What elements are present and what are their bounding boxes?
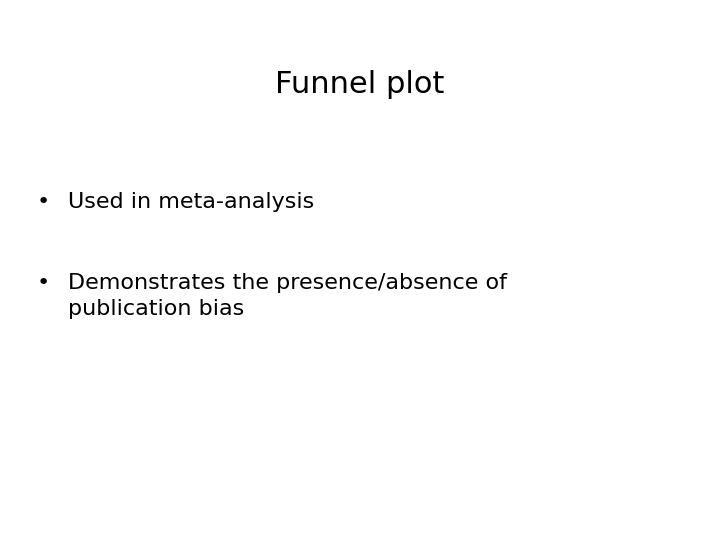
Text: Demonstrates the presence/absence of
publication bias: Demonstrates the presence/absence of pub… <box>68 273 508 319</box>
Text: •: • <box>37 273 50 293</box>
Text: •: • <box>37 192 50 212</box>
Text: Used in meta-analysis: Used in meta-analysis <box>68 192 315 212</box>
Text: Funnel plot: Funnel plot <box>275 70 445 99</box>
